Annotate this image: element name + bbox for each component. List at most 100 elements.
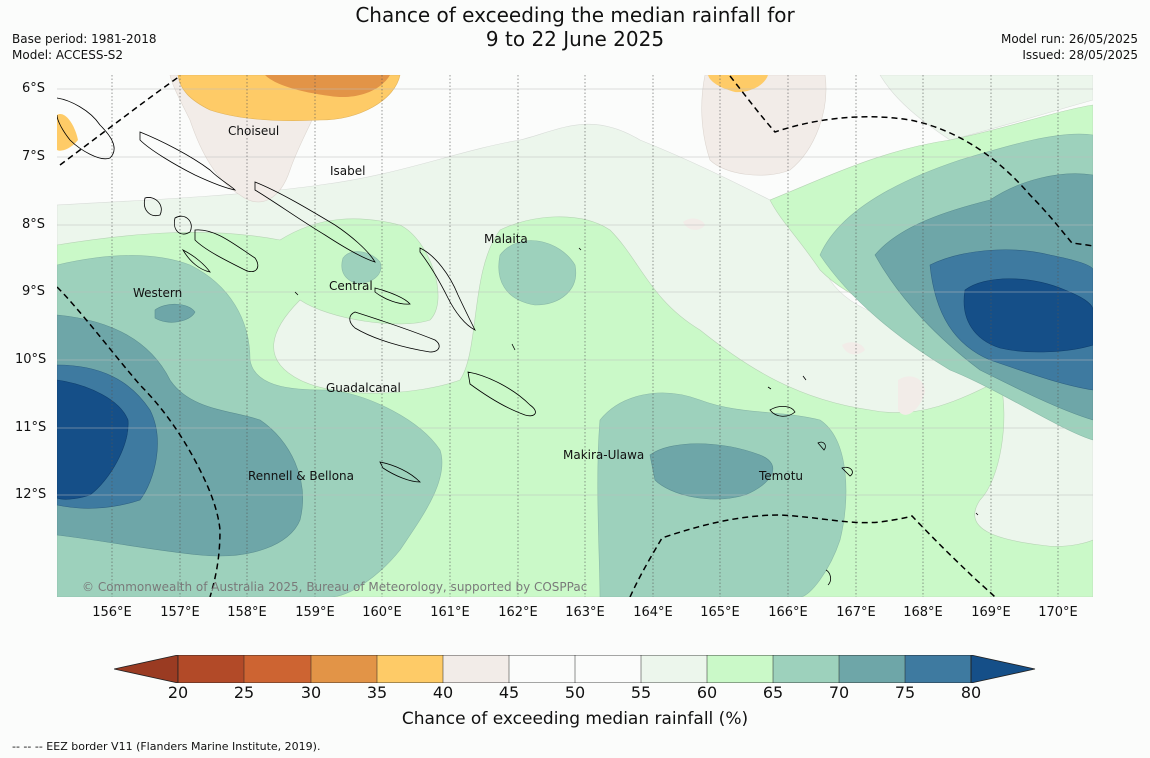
band-40-45-dot-1 [683,218,705,230]
label-malaita: Malaita [484,232,528,246]
bougainville-coast [57,97,115,160]
colorbar-50-55 [575,655,641,683]
western-islands-coast [143,197,259,273]
colorbar-25-30 [244,655,311,683]
colorbar-75-80 [905,655,971,683]
colorbar-65-70 [773,655,839,683]
guadalcanal-coast [349,311,440,353]
lat-label-10s: 10°S [15,352,47,367]
lat-label-11s: 11°S [15,420,47,435]
meta-right: Model run: 26/05/2025 Issued: 28/05/2025 [1001,31,1138,63]
band-65-70-central [341,251,382,284]
lon-label-170e: 170°E [1038,605,1078,620]
malaita-coast [419,247,476,331]
colorbar-tick-55: 55 [630,683,652,702]
eez-west [57,286,221,597]
temotu-coast [769,406,853,477]
band-40-45-ne [701,75,827,176]
lat-label-8s: 8°S [22,217,46,232]
colorbar-tick-45: 45 [498,683,520,702]
colorbar-55-60 [641,655,707,683]
lon-label-167e: 167°E [836,605,876,620]
colorbar-tick-80: 80 [960,683,982,702]
band-35-40-ne [708,75,768,93]
colorbar-45-50 [509,655,575,683]
label-makira-ulawa: Makira-Ulawa [563,448,644,462]
lon-label-166e: 166°E [768,605,808,620]
band-40-45-dot-2 [842,342,865,355]
label-central: Central [329,279,373,293]
eez-boundaries [57,75,1093,597]
eez-ne [729,75,1093,247]
lon-label-164e: 164°E [633,605,673,620]
band-70-75-western [154,303,196,323]
title-line-2: 9 to 22 June 2025 [485,27,665,51]
colorbar-dividers [243,655,906,683]
central-coast [374,287,411,305]
label-guadalcanal: Guadalcanal [326,381,401,395]
lon-label-156e: 156°E [92,605,132,620]
colorbar-tick-60: 60 [696,683,718,702]
label-rennell-bellona: Rennell & Bellona [248,469,354,483]
lon-label-169e: 169°E [971,605,1011,620]
lon-label-168e: 168°E [903,605,943,620]
model-run: Model run: 26/05/2025 [1000,32,1138,46]
colorbar-tick-35: 35 [366,683,388,702]
band-gt80-sw [57,379,129,500]
lon-label-158e: 158°E [227,605,267,620]
label-western: Western [133,286,182,300]
colorbar-35-40 [377,655,443,683]
rennell-coast [379,461,421,483]
model-name: Model: ACCESS-S2 [12,48,124,62]
band-40-45-dot-3 [898,376,925,415]
colorbar-tick-30: 30 [300,683,322,702]
colorbar-tick-20: 20 [167,683,189,702]
colorbar-tick-50: 50 [564,683,586,702]
band-35-40-nw [57,114,78,151]
map-panel: Choiseul Isabel Malaita Western Central … [57,75,1093,597]
base-period: Base period: 1981-2018 [12,32,157,46]
eez-nw [59,75,181,166]
colorbar-low-arrow [114,655,179,683]
coastlines [57,97,979,586]
isabel-coast [254,181,376,263]
issued-date: Issued: 28/05/2025 [1022,48,1138,62]
colorbar-tick-70: 70 [828,683,850,702]
colorbar-tick-75: 75 [894,683,916,702]
copyright-note: © Commonwealth of Australia 2025, Bureau… [82,580,588,594]
meta-left: Base period: 1981-2018 Model: ACCESS-S2 [12,31,157,63]
map-title: Chance of exceeding the median rainfall … [0,3,1150,51]
band-30-35-north [265,75,390,98]
forecast-map: Choiseul Isabel Malaita Western Central … [57,75,1093,597]
colorbar-30-35 [311,655,377,683]
colorbar-label: Chance of exceeding median rainfall (%) [401,709,749,729]
colorbar-tick-40: 40 [432,683,454,702]
colorbar-high-arrow [970,655,1036,683]
lat-label-9s: 9°S [22,284,46,299]
lon-label-161e: 161°E [430,605,470,620]
colorbar-20-25 [178,655,244,683]
lon-label-162e: 162°E [498,605,538,620]
lon-label-157e: 157°E [160,605,200,620]
label-choiseul: Choiseul [228,124,279,138]
colorbar-tick-65: 65 [762,683,784,702]
lon-label-159e: 159°E [295,605,335,620]
colorbar-tick-25: 25 [233,683,255,702]
band-gt80-east [963,278,1093,353]
colorbar-40-45 [443,655,509,683]
eez-footnote: -- -- -- EEZ border V11 (Flanders Marine… [12,740,321,753]
lon-label-160e: 160°E [362,605,402,620]
lat-label-12s: 12°S [15,487,47,502]
lat-label-6s: 6°S [22,81,46,96]
choiseul-coast [139,131,237,191]
graticule [57,75,1093,597]
lon-label-165e: 165°E [700,605,740,620]
label-temotu: Temotu [758,469,803,483]
colorbar [114,655,1036,683]
eez-south [629,514,996,597]
makira-coast [467,371,536,417]
colorbar-60-65 [707,655,773,683]
colorbar-outline [177,655,972,683]
small-islands [294,247,979,586]
lat-label-7s: 7°S [22,149,46,164]
